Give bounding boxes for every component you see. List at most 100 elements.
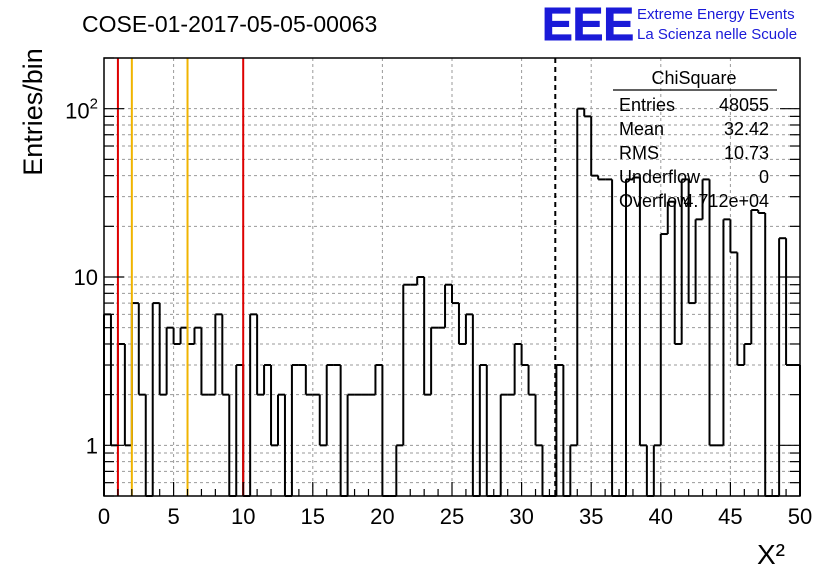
histogram-bin bbox=[750, 209, 759, 344]
stats-row-label: Underflow bbox=[619, 167, 701, 187]
histogram-bin bbox=[631, 176, 640, 180]
stats-row-value: 0 bbox=[759, 167, 769, 187]
eee-logo: EEE Extreme Energy Events La Scienza nel… bbox=[542, 0, 798, 51]
histogram-bin bbox=[527, 365, 536, 396]
histogram-bin bbox=[729, 219, 738, 254]
histogram-bin bbox=[346, 393, 355, 496]
histogram-bin bbox=[179, 326, 188, 344]
stats-box-title: ChiSquare bbox=[651, 68, 736, 88]
stats-row-value: 48055 bbox=[719, 95, 769, 115]
x-tick-label: 5 bbox=[167, 504, 179, 529]
x-axis-label: X² bbox=[757, 539, 785, 570]
histogram-bin bbox=[722, 218, 731, 446]
histogram-bin bbox=[430, 326, 439, 395]
histogram-bin bbox=[304, 365, 313, 396]
histogram-bin bbox=[374, 364, 383, 395]
histogram-bin bbox=[638, 177, 647, 447]
histogram-bin bbox=[137, 303, 146, 396]
histogram-bin bbox=[451, 284, 459, 305]
histogram-bin bbox=[736, 252, 745, 367]
histogram-bin bbox=[325, 364, 334, 446]
histogram-bin bbox=[478, 364, 487, 496]
histogram-bin bbox=[520, 343, 529, 367]
stats-row-label: Entries bbox=[619, 95, 675, 115]
histogram-bin bbox=[165, 326, 174, 395]
histogram-bin bbox=[249, 313, 258, 496]
eee-logo-line1: Extreme Energy Events bbox=[637, 6, 795, 23]
histogram-bin bbox=[625, 178, 633, 496]
histogram-bin bbox=[158, 303, 167, 396]
histogram-bin bbox=[687, 179, 696, 305]
x-tick-label: 20 bbox=[370, 504, 394, 529]
stats-row-label: RMS bbox=[619, 143, 659, 163]
histogram-bin bbox=[221, 314, 230, 396]
histogram-bin bbox=[318, 394, 327, 447]
stats-box: ChiSquare Entries 48055 Mean 32.42 RMS 10.73 U… bbox=[613, 68, 777, 211]
histogram-bin bbox=[701, 178, 710, 220]
histogram-bin bbox=[743, 342, 752, 366]
x-tick-label: 40 bbox=[649, 504, 673, 529]
histogram-bin bbox=[534, 394, 543, 447]
x-tick-label: 15 bbox=[301, 504, 325, 529]
histogram-bin bbox=[499, 393, 508, 496]
histogram-bin bbox=[172, 327, 181, 345]
histogram-bin bbox=[590, 116, 599, 177]
histogram-bin bbox=[659, 233, 668, 446]
histogram-bin bbox=[652, 444, 661, 496]
y-tick-label: 1 bbox=[86, 433, 98, 458]
histogram-bin bbox=[290, 364, 299, 496]
histogram-bin bbox=[673, 201, 682, 345]
histogram-bin bbox=[423, 277, 432, 396]
histogram-bin bbox=[464, 313, 473, 344]
histogram-bin bbox=[270, 365, 278, 447]
histogram-bin bbox=[666, 200, 675, 235]
histogram-bin bbox=[193, 326, 202, 344]
x-tick-label: 50 bbox=[788, 504, 812, 529]
axis-ticks bbox=[103, 57, 801, 497]
stats-row-label: Overflow bbox=[619, 191, 691, 211]
stats-box-rows: Entries 48055 Mean 32.42 RMS 10.73 Underflow 0 O… bbox=[619, 95, 769, 211]
histogram-bin bbox=[402, 283, 411, 446]
histogram-bin bbox=[277, 393, 285, 446]
eee-logo-mark: EEE bbox=[542, 0, 634, 50]
histogram-bin bbox=[583, 108, 592, 118]
histogram-bin bbox=[263, 364, 272, 395]
y-axis-label: Entries/bin bbox=[18, 48, 48, 176]
histogram-bin bbox=[694, 218, 703, 304]
x-tick-label: 0 bbox=[98, 504, 110, 529]
x-tick-label: 45 bbox=[718, 504, 742, 529]
x-tick-label: 10 bbox=[231, 504, 255, 529]
stats-row-value: 32.42 bbox=[724, 119, 769, 139]
histogram-bin bbox=[395, 444, 404, 496]
stats-row-value: 10.73 bbox=[724, 143, 769, 163]
histogram-bin bbox=[757, 210, 766, 214]
y-tick-label: 10 bbox=[74, 265, 98, 290]
x-tick-label: 35 bbox=[579, 504, 603, 529]
histogram-bin bbox=[123, 343, 132, 447]
histogram-bin bbox=[569, 444, 578, 496]
axis-tick-labels: 0 5 10 15 20 25 30 35 40 45 50 1 10 102 bbox=[65, 96, 812, 529]
histogram-bin bbox=[256, 314, 265, 396]
histogram-bin bbox=[778, 237, 787, 496]
histogram-bin bbox=[200, 327, 209, 396]
histogram-bin bbox=[416, 276, 425, 285]
histogram-bin bbox=[597, 175, 606, 181]
histogram-bin bbox=[214, 313, 223, 395]
histogram-bin bbox=[444, 283, 452, 328]
run-title: COSE-01-2017-05-05-00063 bbox=[82, 11, 377, 37]
histogram-bin bbox=[235, 364, 244, 496]
histogram-bins bbox=[103, 107, 801, 497]
histogram-bin bbox=[555, 364, 564, 496]
eee-logo-line2: La Scienza nelle Scuole bbox=[637, 26, 797, 43]
histogram-bin bbox=[151, 302, 160, 496]
x-tick-label: 25 bbox=[440, 504, 464, 529]
x-tick-label: 30 bbox=[509, 504, 533, 529]
histogram-bin bbox=[457, 303, 466, 345]
stats-row-label: Mean bbox=[619, 119, 664, 139]
stats-row-value: 4.712e+04 bbox=[683, 191, 769, 211]
histogram-bin bbox=[513, 342, 522, 395]
histogram-bin bbox=[576, 107, 585, 446]
